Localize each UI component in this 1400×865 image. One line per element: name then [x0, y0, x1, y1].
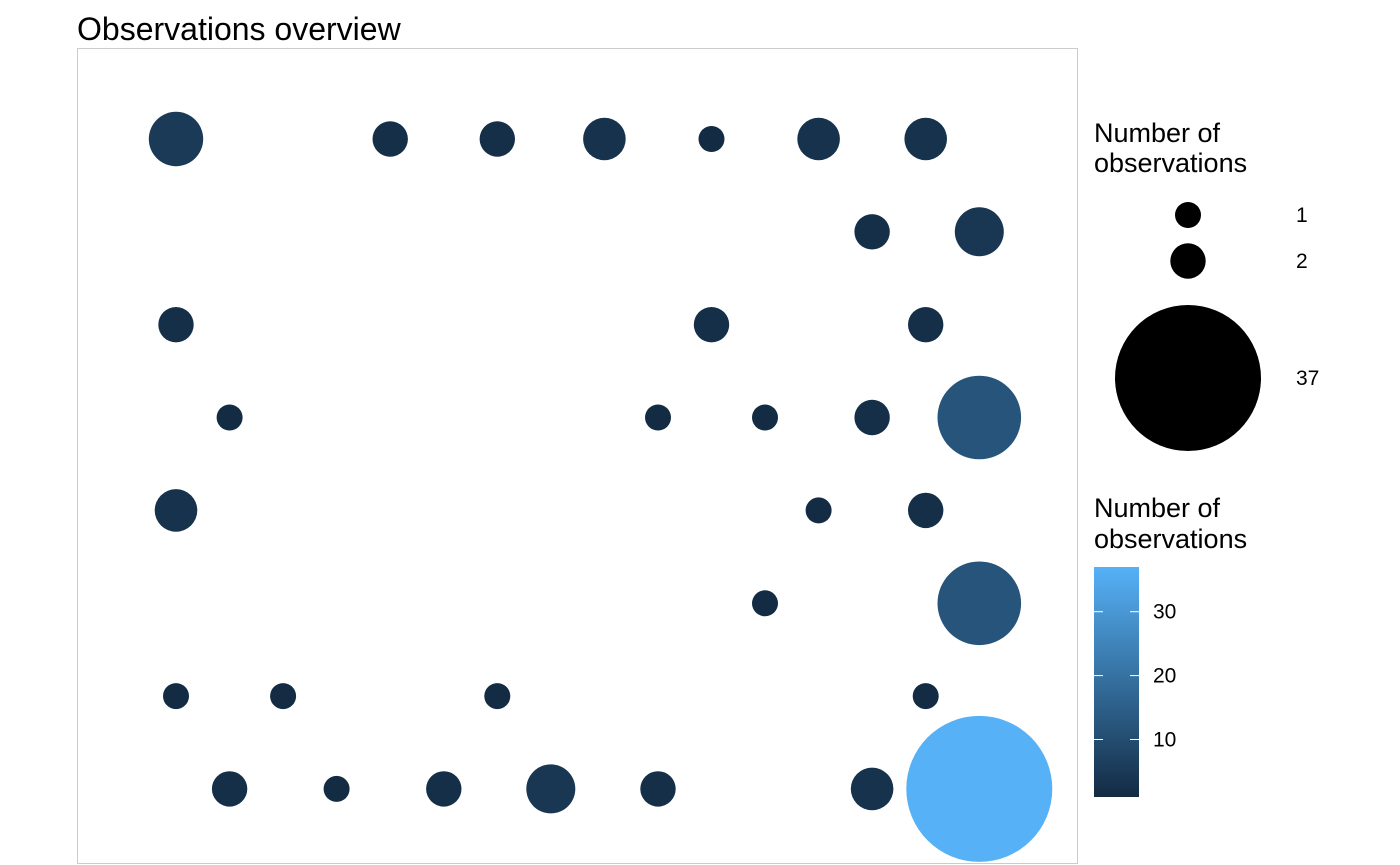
data-point — [645, 404, 671, 431]
data-point — [904, 117, 947, 161]
data-point — [479, 121, 515, 157]
color-legend-title-line-1: Number of — [1094, 493, 1221, 523]
data-point — [211, 771, 248, 807]
data-point — [854, 214, 890, 250]
size-legend-title-line-2: observations — [1094, 148, 1247, 178]
data-point — [805, 497, 832, 524]
colorbar-tick-label: 10 — [1153, 729, 1176, 752]
data-point — [270, 683, 297, 710]
chart-title: Observations overview — [77, 11, 402, 47]
size-legend-label: 1 — [1296, 204, 1308, 227]
colorbar-tick-label: 30 — [1153, 601, 1176, 624]
data-point — [937, 561, 1022, 646]
data-point — [216, 404, 243, 431]
data-point — [752, 590, 778, 617]
data-point — [937, 375, 1022, 460]
data-point — [854, 399, 890, 436]
color-legend-title-line-2: observations — [1094, 524, 1247, 554]
data-point — [908, 492, 944, 529]
data-point — [797, 117, 840, 161]
data-point — [693, 307, 730, 343]
data-point — [426, 771, 462, 807]
data-point — [372, 121, 408, 157]
data-point — [906, 715, 1053, 862]
data-point — [698, 126, 725, 152]
plot-panel — [77, 48, 1078, 864]
data-point — [158, 307, 194, 343]
data-point — [154, 489, 198, 532]
data-point — [752, 404, 778, 431]
data-point — [148, 111, 204, 167]
size-legend-key — [1115, 305, 1261, 451]
size-legend: Number of observations 1 2 37 — [1094, 118, 1319, 451]
colorbar — [1094, 567, 1139, 797]
size-legend-label: 2 — [1296, 250, 1308, 273]
data-point — [484, 683, 511, 710]
data-point — [954, 207, 1004, 257]
data-point — [912, 683, 939, 710]
size-legend-title-line-1: Number of — [1094, 118, 1221, 148]
data-points — [148, 111, 1053, 862]
data-point — [526, 764, 576, 814]
data-point — [640, 771, 676, 807]
data-point — [323, 775, 350, 802]
color-legend: Number of observations 10 20 30 — [1094, 493, 1247, 797]
size-legend-key — [1175, 202, 1201, 228]
data-point — [583, 117, 626, 161]
data-point — [850, 767, 894, 811]
size-legend-label: 37 — [1296, 367, 1319, 390]
data-point — [163, 683, 189, 710]
colorbar-tick-label: 20 — [1153, 665, 1176, 688]
data-point — [908, 307, 944, 343]
size-legend-key — [1170, 243, 1206, 279]
